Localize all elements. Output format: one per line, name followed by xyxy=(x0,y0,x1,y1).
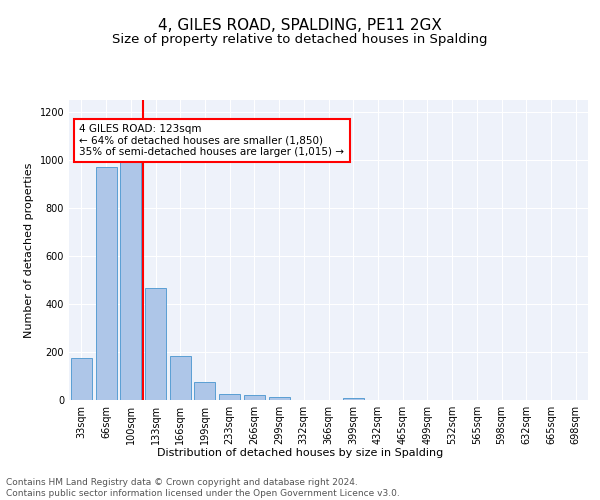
Y-axis label: Number of detached properties: Number of detached properties xyxy=(24,162,34,338)
Bar xyxy=(95,167,116,400)
Bar xyxy=(170,356,191,400)
Bar xyxy=(145,288,166,400)
Text: 4 GILES ROAD: 123sqm
← 64% of detached houses are smaller (1,850)
35% of semi-de: 4 GILES ROAD: 123sqm ← 64% of detached h… xyxy=(79,124,344,157)
Bar xyxy=(269,397,290,400)
Bar xyxy=(194,382,215,400)
Bar xyxy=(219,394,240,400)
Text: Size of property relative to detached houses in Spalding: Size of property relative to detached ho… xyxy=(112,32,488,46)
Bar xyxy=(343,398,364,400)
Bar xyxy=(71,358,92,400)
Text: 4, GILES ROAD, SPALDING, PE11 2GX: 4, GILES ROAD, SPALDING, PE11 2GX xyxy=(158,18,442,32)
Bar xyxy=(244,395,265,400)
Text: Distribution of detached houses by size in Spalding: Distribution of detached houses by size … xyxy=(157,448,443,458)
Bar xyxy=(120,162,141,400)
Text: Contains HM Land Registry data © Crown copyright and database right 2024.
Contai: Contains HM Land Registry data © Crown c… xyxy=(6,478,400,498)
